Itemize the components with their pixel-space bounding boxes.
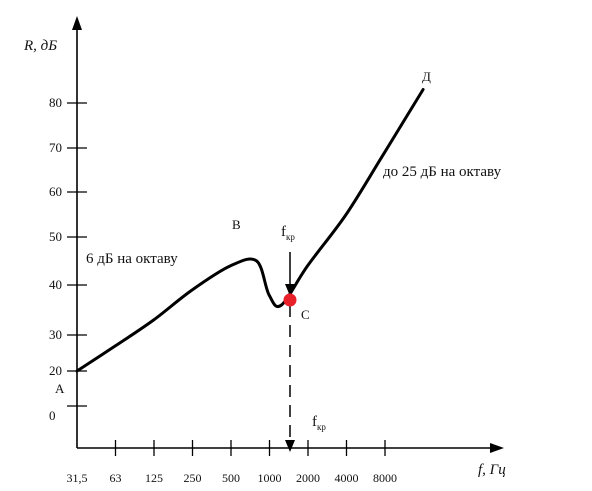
y-axis-arrow [72, 16, 82, 30]
y-tick-label: 70 [49, 140, 62, 155]
x-axis-title: f, Гц [478, 462, 506, 478]
point-b-label: В [232, 217, 241, 232]
x-tick-label: 8000 [373, 471, 397, 485]
fkr-top-label: fкр [281, 224, 295, 242]
right-slope-annotation: до 25 дБ на октаву [383, 164, 502, 180]
y-tick-label: 0 [49, 408, 56, 423]
y-tick-label: 30 [49, 327, 62, 342]
y-tick-label: 60 [49, 184, 62, 199]
x-tick-label: 500 [222, 471, 240, 485]
y-tick-label: 80 [49, 95, 62, 110]
series-line [75, 88, 425, 373]
x-ticks: 31,5 63 125 250 500 1000 2000 4000 8000 [67, 440, 397, 485]
x-tick-label: 1000 [258, 471, 282, 485]
fkr-axis-arrow [285, 440, 295, 452]
x-tick-label: 125 [145, 471, 163, 485]
point-c-marker [283, 293, 297, 307]
x-tick-label: 63 [110, 471, 122, 485]
point-c-label: С [301, 307, 310, 322]
y-tick-label: 40 [49, 277, 62, 292]
point-d-label: Д [422, 69, 431, 84]
x-tick-label: 31,5 [67, 471, 88, 485]
y-axis-title: R, дБ [23, 38, 57, 54]
x-tick-label: 4000 [335, 471, 359, 485]
x-tick-label: 250 [184, 471, 202, 485]
y-tick-label: 20 [49, 363, 62, 378]
x-tick-label: 2000 [296, 471, 320, 485]
left-slope-annotation: 6 дБ на октаву [86, 251, 178, 267]
fkr-axis-label: fкр [312, 414, 326, 432]
y-ticks: 0 20 30 40 50 60 70 80 [49, 95, 87, 423]
point-a-label: А [55, 381, 65, 396]
y-tick-label: 50 [49, 229, 62, 244]
x-axis-arrow [490, 443, 504, 453]
